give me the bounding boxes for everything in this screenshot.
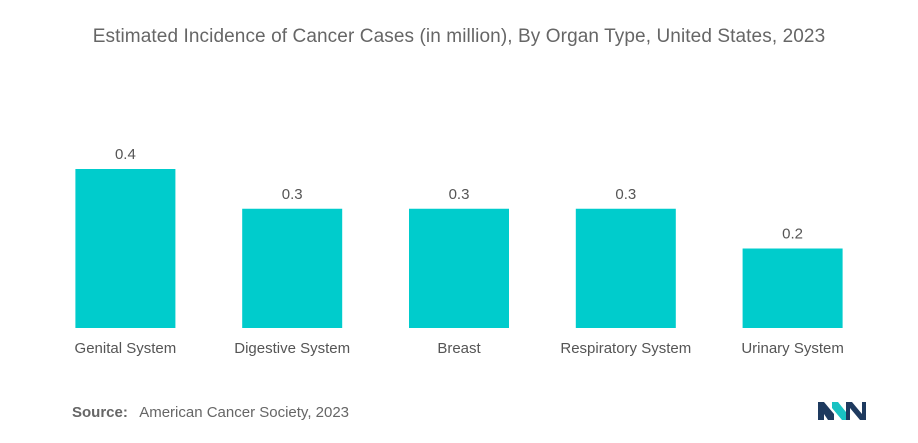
data-label: 0.3 <box>282 186 303 203</box>
source-line: Source: American Cancer Society, 2023 <box>72 404 349 421</box>
category-label: Genital System <box>75 340 177 357</box>
data-label: 0.2 <box>782 226 803 243</box>
bar-digestive-system <box>242 208 343 328</box>
category-label: Respiratory System <box>560 340 691 357</box>
data-label: 0.3 <box>449 186 470 203</box>
category-label: Urinary System <box>741 340 844 357</box>
data-label: 0.4 <box>115 146 136 163</box>
bar-respiratory-system <box>575 208 676 328</box>
bar-genital-system <box>75 169 176 328</box>
logo-right-shape <box>846 402 866 420</box>
category-label: Breast <box>437 340 481 357</box>
mordor-intelligence-logo-icon <box>818 402 866 420</box>
source-label: Source: <box>72 404 128 421</box>
category-label: Digestive System <box>234 340 350 357</box>
bar-breast <box>409 208 509 328</box>
logo-left-shape <box>818 402 834 420</box>
bar-chart: 0.4 Genital System 0.3 Digestive System 0.3 B… <box>75 146 844 357</box>
source-text: American Cancer Society, 2023 <box>139 404 350 421</box>
logo-middle-shape <box>832 402 846 420</box>
bar-urinary-system <box>742 248 843 328</box>
chart-title: Estimated Incidence of Cancer Cases (in … <box>92 26 826 47</box>
data-label: 0.3 <box>615 186 636 203</box>
